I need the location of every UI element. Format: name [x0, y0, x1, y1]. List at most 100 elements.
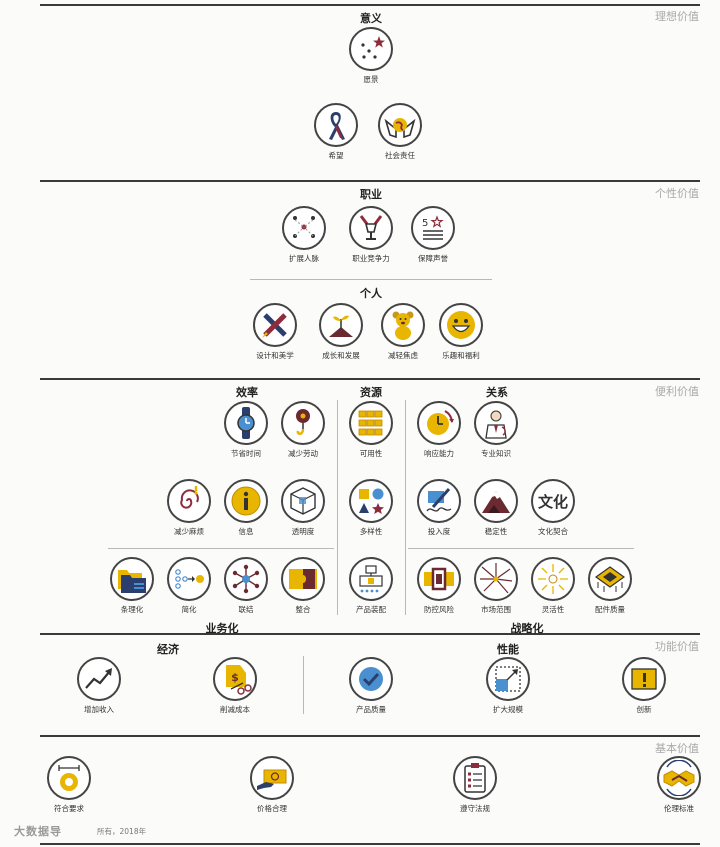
shield-frame-icon — [417, 557, 461, 601]
sprout-icon — [319, 303, 363, 347]
item-culture: 文化 文化契合 — [508, 479, 598, 537]
chip-icon — [588, 557, 632, 601]
item-stability: 稳定性 — [451, 479, 541, 537]
smiley-icon — [439, 303, 483, 347]
item-label: 增加收入 — [84, 705, 114, 714]
item-label: 文化契合 — [538, 527, 568, 536]
item-label: 扩大规模 — [493, 705, 523, 714]
item-social: 社会责任 — [355, 103, 445, 161]
teddy-bear-icon — [381, 303, 425, 347]
tier-label-convenience: 便利价值 — [655, 385, 699, 398]
item-label: 遵守法规 — [460, 804, 490, 813]
culture-glyph: 文化 — [538, 493, 568, 511]
item-label: 社会责任 — [385, 151, 415, 160]
wristwatch-icon — [224, 401, 268, 445]
section-business: 业务化 — [205, 622, 239, 635]
item-availability: 可用性 — [326, 401, 416, 459]
expand-scale-icon — [486, 657, 530, 701]
item-info: 信息 — [201, 479, 291, 537]
item-label: 简化 — [181, 605, 197, 614]
shelves-icon — [349, 401, 393, 445]
item-label: 希望 — [328, 151, 344, 160]
hub-nodes-icon — [224, 557, 268, 601]
business-divider — [108, 548, 334, 549]
item-expertise: 专业知识 — [451, 401, 541, 459]
pencil-brush-icon — [253, 303, 297, 347]
item-effort: 减少劳动 — [258, 401, 348, 459]
item-ethics: 伦理标准 — [634, 756, 720, 814]
item-reputation: 5 保障声誉 — [388, 206, 478, 264]
item-label: 专业知识 — [481, 449, 511, 458]
item-label: 可用性 — [359, 449, 383, 458]
item-growth: 成长和发展 — [296, 303, 386, 361]
item-label: 配件质量 — [595, 605, 625, 614]
pulley-hook-icon — [281, 401, 325, 445]
item-variety: 多样性 — [326, 479, 416, 537]
item-component: 配件质量 — [565, 557, 655, 615]
resources-right-divider — [405, 400, 406, 615]
svg-text:5: 5 — [422, 218, 428, 229]
item-label: 保障声誉 — [418, 254, 448, 263]
starburst-lines-icon — [474, 557, 518, 601]
section-strategic: 战略化 — [510, 622, 544, 635]
award-cup-icon — [349, 206, 393, 250]
section-meaning: 意义 — [360, 12, 382, 25]
item-require: 符合要求 — [24, 756, 114, 814]
bottom-line — [40, 843, 700, 845]
item-cost: $ 削减成本 — [190, 657, 280, 715]
watermark: 大数据导 — [14, 825, 62, 838]
item-vision: 愿景 — [326, 27, 416, 85]
folders-icon — [110, 557, 154, 601]
stopwatch-icon — [417, 401, 461, 445]
tier-label-personal: 个性价值 — [655, 187, 699, 200]
item-label: 职业竞争力 — [352, 254, 390, 263]
item-savetime: 节省时间 — [201, 401, 291, 459]
item-label: 成长和发展 — [322, 351, 360, 360]
pen-signature-icon — [417, 479, 461, 523]
item-quality: 产品质量 — [326, 657, 416, 715]
item-anxiety: 减轻焦虑 — [358, 303, 448, 361]
tier-label-basic: 基本价值 — [655, 742, 699, 755]
item-label: 多样性 — [359, 527, 383, 536]
item-law: 遵守法规 — [430, 756, 520, 814]
tier-divider-personal — [40, 180, 700, 182]
handshake-icon — [657, 756, 701, 800]
shapes-icon — [349, 479, 393, 523]
constellation-icon — [349, 27, 393, 71]
svg-text:$: $ — [231, 671, 239, 684]
item-network: 扩展人脉 — [259, 206, 349, 264]
section-resources: 资源 — [360, 386, 382, 399]
tier-divider-convenience — [40, 378, 700, 380]
item-label: 信息 — [238, 527, 254, 536]
item-label: 乐趣和福利 — [442, 351, 480, 360]
item-label: 灵活性 — [541, 605, 565, 614]
item-label: 扩展人脉 — [289, 254, 319, 263]
item-label: 响应能力 — [424, 449, 454, 458]
item-label: 伦理标准 — [664, 804, 694, 813]
item-label: 整合 — [295, 605, 311, 614]
circuit-assembly-icon — [349, 557, 393, 601]
item-label: 创新 — [636, 705, 652, 714]
item-compete: 职业竞争力 — [326, 206, 416, 264]
item-design: 设计和美学 — [230, 303, 320, 361]
expert-doctor-icon — [474, 401, 518, 445]
item-label: 条理化 — [120, 605, 144, 614]
item-label: 稳定性 — [484, 527, 508, 536]
exclamation-note-icon — [622, 657, 666, 701]
item-revenue: 增加收入 — [54, 657, 144, 715]
ribbon-icon — [314, 103, 358, 147]
item-hope: 希望 — [291, 103, 381, 161]
section-relations: 关系 — [486, 386, 508, 399]
item-label: 价格合理 — [257, 804, 287, 813]
item-label: 符合要求 — [54, 804, 84, 813]
tier-label-ideal: 理想价值 — [655, 10, 699, 23]
item-flexible: 灵活性 — [508, 557, 598, 615]
resources-left-divider — [337, 400, 338, 615]
item-simplify: 简化 — [144, 557, 234, 615]
trend-up-icon — [77, 657, 121, 701]
item-scale: 扩大规模 — [463, 657, 553, 715]
item-label: 减少劳动 — [288, 449, 318, 458]
cube-icon — [281, 479, 325, 523]
copyright-text: 所有，2018年 — [97, 827, 147, 836]
